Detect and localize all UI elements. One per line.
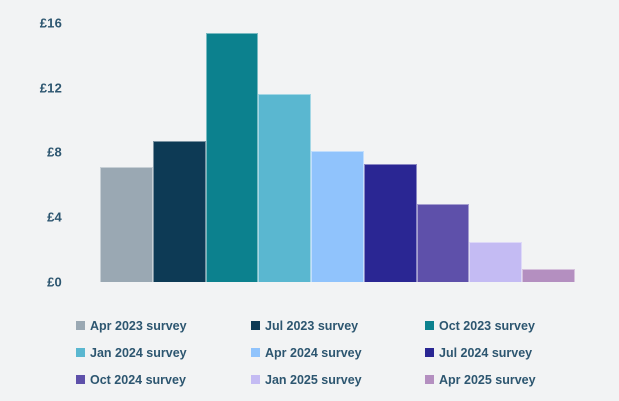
- legend-label: Apr 2025 survey: [439, 372, 536, 387]
- legend-label: Apr 2023 survey: [90, 318, 187, 333]
- legend-label: Jan 2024 survey: [90, 345, 187, 360]
- bar-oct-2023-survey: [205, 32, 259, 282]
- legend-swatch-icon: [76, 321, 85, 330]
- legend-item-jan-2025-survey: Jan 2025 survey: [251, 373, 425, 387]
- bar-jan-2024-survey: [258, 94, 312, 282]
- legend-label: Jul 2023 survey: [265, 318, 359, 333]
- bar-oct-2024-survey: [416, 204, 470, 282]
- legend-label: Apr 2024 survey: [265, 345, 362, 360]
- bar-apr-2024-survey: [311, 150, 364, 282]
- y-axis-tick-label: £4: [47, 209, 62, 225]
- legend-swatch-icon: [425, 321, 434, 330]
- legend-item-apr-2024-survey: Apr 2024 survey: [251, 346, 425, 360]
- y-axis-tick-label: £8: [47, 144, 62, 160]
- bar-jul-2024-survey: [363, 163, 417, 282]
- legend-item-jan-2024-survey: Jan 2024 survey: [76, 346, 251, 360]
- chart-legend: Apr 2023 survey Jul 2023 survey Oct 2023 s…: [76, 312, 536, 393]
- bar-jul-2023-survey: [152, 141, 206, 282]
- legend-swatch-icon: [251, 348, 260, 357]
- legend-item-apr-2023-survey: Apr 2023 survey: [76, 319, 251, 333]
- legend-label: Oct 2024 survey: [90, 372, 186, 387]
- legend-label: Jul 2024 survey: [439, 345, 533, 360]
- bar-chart-plot: £16 £12 £8 £4 £0: [39, 0, 576, 290]
- y-axis-tick-label: £0: [47, 274, 62, 290]
- legend-swatch-icon: [425, 348, 434, 357]
- legend-swatch-icon: [76, 348, 85, 357]
- legend-swatch-icon: [76, 375, 85, 384]
- legend-item-apr-2025-survey: Apr 2025 survey: [425, 373, 536, 387]
- bar-apr-2025-survey: [522, 269, 576, 282]
- legend-swatch-icon: [251, 321, 260, 330]
- legend-item-jul-2024-survey: Jul 2024 survey: [425, 346, 536, 360]
- legend-swatch-icon: [425, 375, 434, 384]
- y-axis-tick-label: £16: [39, 15, 62, 31]
- bar-apr-2023-survey: [100, 166, 153, 282]
- legend-item-oct-2024-survey: Oct 2024 survey: [76, 373, 251, 387]
- legend-item-jul-2023-survey: Jul 2023 survey: [251, 319, 425, 333]
- legend-label: Jan 2025 survey: [265, 372, 362, 387]
- legend-label: Oct 2023 survey: [439, 318, 535, 333]
- y-axis-tick-label: £12: [39, 80, 62, 96]
- bar-jan-2025-survey: [469, 241, 523, 282]
- legend-swatch-icon: [251, 375, 260, 384]
- bars-container: [100, 0, 576, 282]
- legend-item-oct-2023-survey: Oct 2023 survey: [425, 319, 536, 333]
